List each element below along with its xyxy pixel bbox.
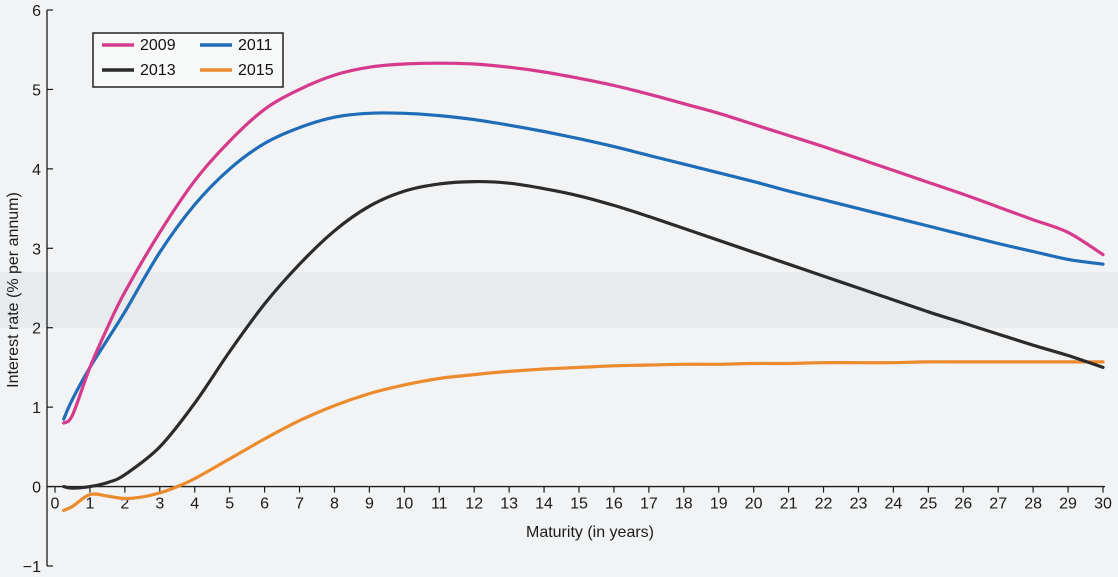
series-line-2015 [62,360,1105,512]
x-tick-label: 14 [535,496,553,513]
x-tick-label: 30 [1094,496,1112,513]
legend-label-2013: 2013 [140,62,176,79]
x-tick-label: 0 [51,496,60,513]
x-tick-label: 26 [954,496,972,513]
legend-label-2009: 2009 [140,37,176,54]
x-tick-label: 7 [295,496,304,513]
x-tick-label: 21 [780,496,798,513]
y-tick-label: 5 [32,82,41,99]
x-tick-label: 13 [500,496,518,513]
x-tick-label: 25 [919,496,937,513]
x-tick-label: 15 [570,496,588,513]
series-lines [62,61,1105,512]
series-line-2011 [62,111,1105,421]
y-tick-label: 6 [32,3,41,20]
series-line-2013 [62,179,1105,490]
x-tick-label: 20 [745,496,763,513]
x-tick-label: 12 [465,496,483,513]
x-tick-label: 23 [850,496,868,513]
y-tick-label: 1 [32,400,41,417]
page-background-band [0,272,1118,328]
y-tick-label: 3 [32,241,41,258]
x-tick-label: 28 [1024,496,1042,513]
y-tick-label: 4 [32,162,41,179]
x-tick-label: 22 [815,496,833,513]
legend-label-2011: 2011 [238,37,273,54]
y-tick-label: 2 [32,321,41,338]
x-tick-label: 29 [1059,496,1077,513]
y-axis-title: Interest rate (% per annum) [5,192,22,388]
x-tick-label: 24 [885,496,903,513]
series-line-2009 [62,61,1105,425]
x-tick-label: 8 [330,496,339,513]
x-tick-label: 3 [155,496,164,513]
x-tick-label: 27 [989,496,1007,513]
x-tick-label: 9 [365,496,374,513]
legend: 2009 2011 2013 2015 [92,32,284,88]
x-tick-label: 5 [225,496,234,513]
x-tick-label: 11 [431,496,448,513]
x-tick-label: 16 [605,496,623,513]
x-tick-label: 17 [640,496,658,513]
x-tick-label: 2 [120,496,129,513]
x-tick-label: 6 [260,496,269,513]
x-axis-title: Maturity (in years) [526,524,654,541]
x-tick-label: 4 [190,496,199,513]
y-tick-label: −1 [23,559,41,576]
x-tick-label: 19 [710,496,728,513]
x-tick-label: 10 [395,496,413,513]
y-tick-label: 0 [32,480,41,497]
x-tick-label: 1 [85,496,94,513]
legend-label-2015: 2015 [238,62,274,79]
x-tick-label: 18 [675,496,693,513]
legend-frame [92,32,284,88]
